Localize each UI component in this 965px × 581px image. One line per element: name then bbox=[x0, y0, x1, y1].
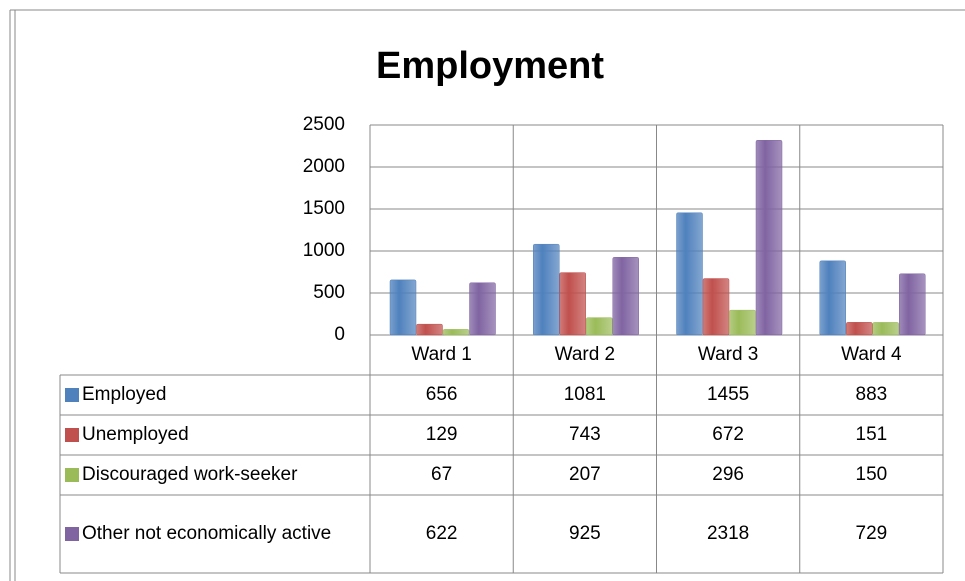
table-value: 883 bbox=[856, 384, 888, 405]
bar bbox=[702, 278, 730, 336]
table-value: 925 bbox=[569, 523, 601, 544]
y-tick-label: 2500 bbox=[303, 114, 345, 135]
bar bbox=[469, 282, 496, 336]
bar bbox=[416, 323, 443, 336]
bar bbox=[586, 317, 613, 336]
table-value: 743 bbox=[569, 424, 601, 445]
bar bbox=[899, 273, 926, 336]
legend-swatch bbox=[65, 468, 79, 482]
legend-swatch bbox=[65, 428, 79, 442]
x-tick-label: Ward 2 bbox=[555, 344, 616, 365]
bar bbox=[442, 329, 470, 336]
legend-entry: Unemployed bbox=[65, 415, 365, 455]
table-value: 151 bbox=[856, 424, 888, 445]
table-value: 2318 bbox=[707, 523, 749, 544]
legend-label: Discouraged work-seeker bbox=[82, 464, 298, 485]
legend-entry: Employed bbox=[65, 375, 365, 415]
bar bbox=[755, 140, 783, 336]
table-value: 672 bbox=[712, 424, 744, 445]
table-value: 150 bbox=[856, 464, 888, 485]
bar bbox=[846, 322, 873, 336]
legend-swatch bbox=[65, 527, 79, 541]
bar bbox=[389, 279, 417, 336]
table-value: 129 bbox=[426, 424, 458, 445]
legend-label: Other not economically active bbox=[82, 523, 332, 544]
y-tick-label: 1000 bbox=[303, 240, 345, 261]
legend-entry: Other not economically active bbox=[65, 495, 365, 573]
x-tick-label: Ward 3 bbox=[698, 344, 759, 365]
table-value: 622 bbox=[426, 523, 458, 544]
y-tick-label: 0 bbox=[334, 324, 345, 345]
y-tick-label: 500 bbox=[313, 282, 345, 303]
legend-swatch bbox=[65, 388, 79, 402]
bar bbox=[612, 257, 639, 336]
bar bbox=[729, 309, 756, 336]
chart-title: Employment bbox=[376, 45, 604, 87]
y-tick-label: 2000 bbox=[303, 156, 345, 177]
bar bbox=[872, 322, 899, 336]
table-value: 296 bbox=[712, 464, 744, 485]
bar bbox=[676, 212, 703, 336]
bar bbox=[559, 272, 586, 336]
table-value: 207 bbox=[569, 464, 601, 485]
table-value: 1081 bbox=[564, 384, 606, 405]
legend-label: Employed bbox=[82, 384, 167, 405]
table-value: 1455 bbox=[707, 384, 749, 405]
legend-label: Unemployed bbox=[82, 424, 189, 445]
table-value: 729 bbox=[856, 523, 888, 544]
x-tick-label: Ward 4 bbox=[841, 344, 902, 365]
table-value: 67 bbox=[431, 464, 452, 485]
table-value: 656 bbox=[426, 384, 458, 405]
x-tick-label: Ward 1 bbox=[411, 344, 472, 365]
bar bbox=[533, 243, 560, 336]
bar bbox=[819, 260, 846, 336]
legend-entry: Discouraged work-seeker bbox=[65, 455, 365, 495]
y-tick-label: 1500 bbox=[303, 198, 345, 219]
